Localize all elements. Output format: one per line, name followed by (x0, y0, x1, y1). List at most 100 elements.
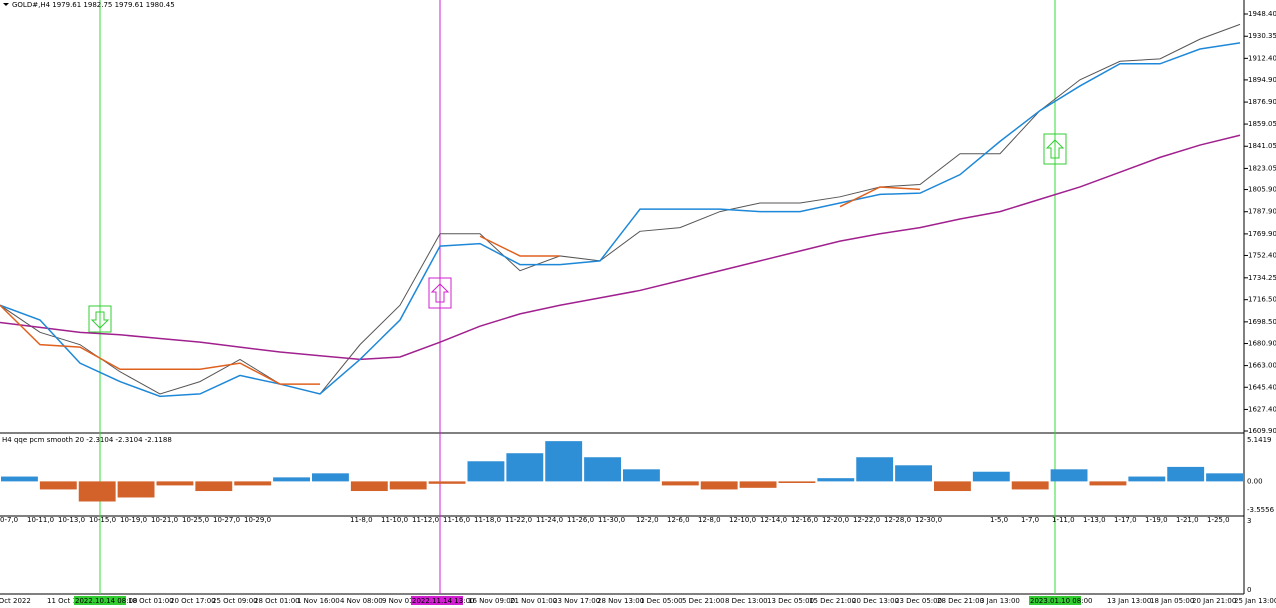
bottom-label: 0-7,0 (0, 516, 18, 524)
histogram-bar (700, 481, 738, 490)
histogram-bar (739, 481, 777, 488)
time-label: 28 Nov 13:00 (597, 597, 644, 605)
bottom-label: 1-19,0 (1145, 516, 1168, 524)
histogram-bar (661, 481, 699, 486)
price-label: 1948.40 (1248, 10, 1276, 18)
indicator-line (0, 23, 1241, 395)
histogram-bar (1011, 481, 1049, 490)
time-label: 21 Nov 01:00 (510, 597, 557, 605)
bottom-label: 12-8,0 (698, 516, 721, 524)
bottom-label: 11-10,0 (381, 516, 408, 524)
indicator-label: H4 qqe pcm smooth 20 -2.3104 -2.3104 -2.… (2, 436, 172, 444)
bottom-label: 10-11,0 (27, 516, 54, 524)
bottom-label: 12-10,0 (729, 516, 756, 524)
time-label: 6 Oct 2022 (0, 597, 31, 605)
bottom-label: 11-12,0 (412, 516, 439, 524)
price-label: 1859.05 (1248, 120, 1276, 128)
bottom-label: 10-13,0 (58, 516, 85, 524)
bottom-label: 11-22,0 (505, 516, 532, 524)
time-label: 8 Dec 13:00 (725, 597, 768, 605)
histogram-bar (778, 481, 816, 483)
histogram-bar (817, 478, 855, 482)
histogram-bar (1167, 466, 1205, 482)
price-label: 1609.90 (1248, 427, 1276, 435)
histogram-bar (428, 481, 466, 484)
price-label: 1930.35 (1248, 32, 1276, 40)
bottom-scale-label: 0 (1247, 586, 1251, 594)
histogram-bar (856, 457, 894, 482)
indicator-scale-label: 5.1419 (1247, 436, 1272, 444)
bottom-label: 11-18,0 (474, 516, 501, 524)
time-label: 28 Oct 01:00 (254, 597, 300, 605)
price-label: 1645.40 (1248, 383, 1276, 391)
histogram-bar (467, 461, 505, 482)
signal-box (88, 305, 112, 333)
histogram-bar (1050, 469, 1088, 482)
indicator-line (0, 134, 1241, 361)
bottom-label: 12-20,0 (822, 516, 849, 524)
time-highlight (1029, 596, 1081, 605)
time-highlight (74, 596, 126, 605)
symbol-header: GOLD#,H4 1979.61 1982.75 1979.61 1980.45 (12, 1, 175, 9)
price-label: 1805.90 (1248, 186, 1276, 194)
price-label: 1627.40 (1248, 405, 1276, 413)
bottom-label: 11-26,0 (567, 516, 594, 524)
bottom-label: 12-6,0 (667, 516, 690, 524)
histogram-bar (350, 481, 388, 492)
price-label: 1787.90 (1248, 208, 1276, 216)
bottom-label: 1-21,0 (1176, 516, 1199, 524)
price-label: 1912.40 (1248, 54, 1276, 62)
histogram-bar (156, 481, 194, 486)
histogram-bar (584, 457, 621, 482)
time-label: 13 Dec 05:00 (767, 597, 814, 605)
histogram-bar (623, 469, 660, 482)
bottom-label: 10-15,0 (89, 516, 116, 524)
time-label: 9 Nov 01:00 (382, 597, 425, 605)
histogram-bar (195, 481, 233, 492)
menu-icon[interactable] (3, 3, 9, 6)
time-label: 20 Dec 13:00 (852, 597, 899, 605)
histogram-bar (1206, 473, 1243, 482)
time-label: 25 Oct 09:00 (212, 597, 258, 605)
time-label: 5 Dec 21:00 (682, 597, 725, 605)
time-label: 4 Nov 08:00 (340, 597, 383, 605)
indicator-scale-label: -3.5556 (1247, 506, 1275, 514)
time-label: 28 Dec 21:00 (937, 597, 984, 605)
histogram-bar (389, 481, 427, 490)
time-label: 2023.01.10 08:00 (1030, 597, 1092, 605)
time-label: 25 Jan 13:00 (1234, 597, 1276, 605)
price-label: 1734.25 (1248, 274, 1276, 282)
time-label: 2022.10.14 08:00 (75, 597, 137, 605)
bottom-label: 10-19,0 (120, 516, 147, 524)
bottom-label: 12-30,0 (915, 516, 942, 524)
histogram-bar (545, 441, 583, 482)
bottom-label: 1-17,0 (1114, 516, 1137, 524)
time-highlight (411, 596, 463, 605)
histogram-bar (78, 481, 116, 502)
bottom-label: 11-16,0 (443, 516, 470, 524)
histogram-bar (895, 465, 932, 482)
time-label: 11 Oct 17:00 (47, 597, 93, 605)
time-label: 20 Oct 17:00 (170, 597, 216, 605)
histogram-bar (312, 473, 349, 482)
histogram-bar (934, 481, 971, 492)
histogram-bar (234, 481, 272, 486)
signal-box (428, 277, 452, 309)
time-label: 23 Dec 05:00 (895, 597, 942, 605)
bottom-label: 1-25,0 (1207, 516, 1230, 524)
bottom-label: 12-22,0 (853, 516, 880, 524)
histogram-bar (506, 453, 544, 482)
histogram-bar (972, 471, 1010, 482)
bottom-label: 10-21,0 (151, 516, 178, 524)
histogram-bar (273, 477, 310, 482)
time-label: 13 Jan 13:00 (1107, 597, 1151, 605)
bottom-label: 12-28,0 (884, 516, 911, 524)
indicator-line (0, 42, 1241, 398)
histogram-bar (39, 481, 77, 490)
price-label: 1698.50 (1248, 318, 1276, 326)
time-label: 18 Jan 05:00 (1150, 597, 1194, 605)
bottom-label: 11-24,0 (536, 516, 563, 524)
histogram-bar (1128, 476, 1166, 482)
